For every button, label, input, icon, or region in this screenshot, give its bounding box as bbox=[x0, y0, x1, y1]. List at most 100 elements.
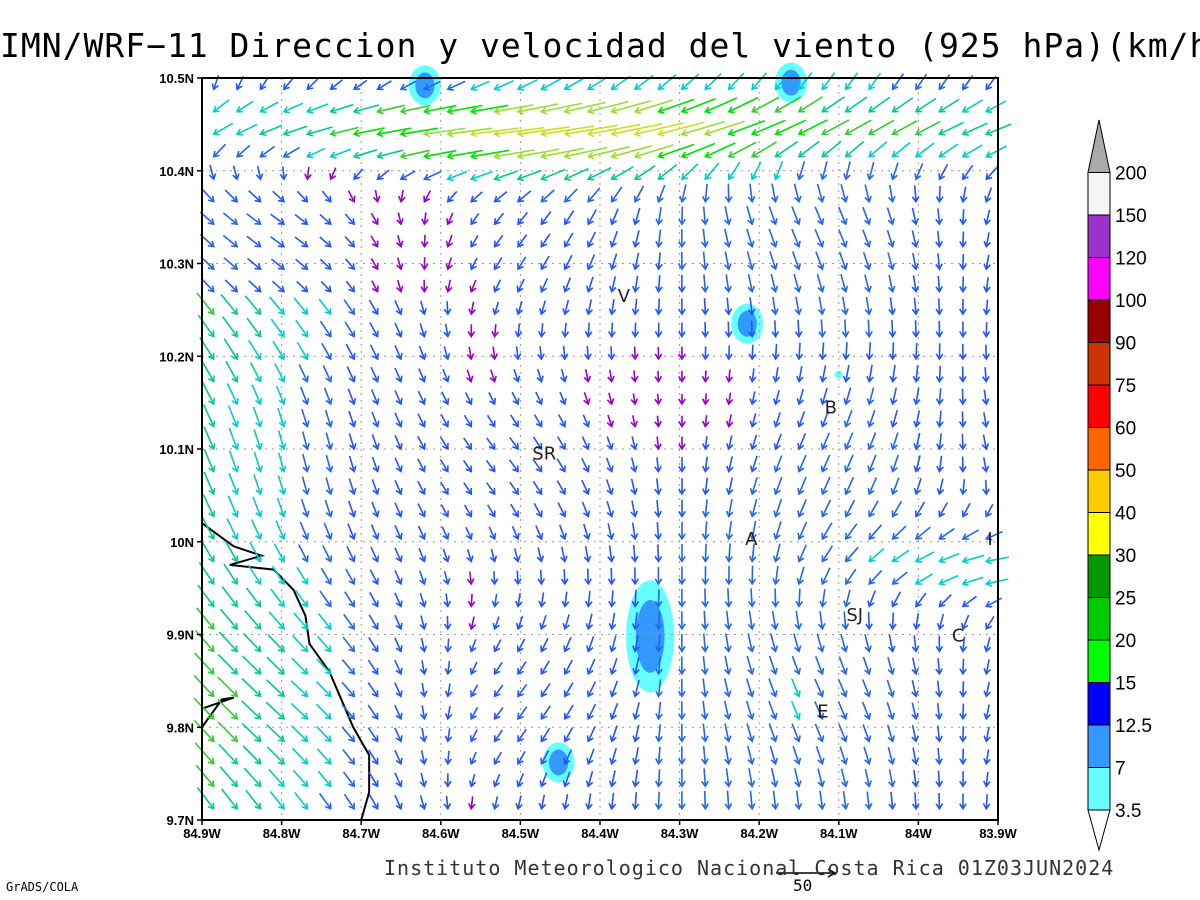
wind-vector bbox=[982, 367, 990, 384]
wind-vector bbox=[417, 390, 426, 406]
wind-vector bbox=[984, 100, 1007, 113]
wind-vector bbox=[609, 725, 618, 743]
wind-vector bbox=[344, 213, 356, 226]
wind-vector bbox=[844, 119, 872, 136]
colorbar-bottom-arrow bbox=[1087, 809, 1111, 852]
wind-vector bbox=[749, 434, 758, 451]
wind-vector bbox=[773, 161, 784, 181]
wind-vector bbox=[468, 301, 476, 316]
wind-vector bbox=[246, 213, 262, 226]
wind-vector bbox=[492, 773, 501, 788]
wind-vector bbox=[866, 387, 875, 406]
wind-vector bbox=[399, 127, 439, 138]
wind-vector bbox=[270, 258, 286, 271]
wind-vector bbox=[193, 719, 215, 743]
wind-vector bbox=[935, 298, 944, 316]
wind-vector bbox=[493, 170, 518, 182]
wind-vector bbox=[306, 78, 319, 91]
wind-vector bbox=[517, 234, 528, 248]
wind-vector bbox=[322, 545, 333, 563]
wind-vector bbox=[914, 120, 941, 136]
wind-vector bbox=[509, 481, 519, 496]
wind-vector bbox=[558, 524, 567, 541]
wind-vector bbox=[655, 701, 663, 721]
wind-vector bbox=[654, 522, 663, 541]
wind-vector bbox=[915, 592, 927, 608]
wind-vector bbox=[844, 499, 856, 518]
wind-vector bbox=[346, 366, 356, 383]
wind-vector bbox=[305, 103, 329, 114]
wind-vector bbox=[773, 433, 782, 451]
wind-vector bbox=[463, 437, 473, 451]
wind-vector bbox=[367, 704, 379, 721]
wind-vector bbox=[727, 72, 745, 91]
wind-vector bbox=[747, 745, 755, 766]
wind-vector bbox=[657, 74, 677, 91]
wind-vector bbox=[983, 704, 992, 721]
wind-vector bbox=[961, 576, 984, 587]
wind-vector bbox=[493, 190, 508, 203]
wind-vector bbox=[241, 722, 262, 743]
wind-vector bbox=[797, 544, 808, 563]
wind-vector bbox=[609, 276, 617, 294]
wind-vector bbox=[488, 526, 497, 541]
wind-vector bbox=[958, 343, 967, 361]
wind-vector bbox=[842, 364, 851, 384]
wind-vector bbox=[935, 635, 944, 653]
wind-vector bbox=[301, 408, 310, 428]
wind-vector bbox=[267, 633, 285, 653]
latitude-ticks: 10.5N 10.4N 10.3N 10.2N 10.1N 10N 9.9N 9.8N 9.7N bbox=[159, 71, 202, 828]
wind-vector bbox=[282, 102, 304, 114]
wind-vector bbox=[346, 545, 356, 563]
wind-vector bbox=[341, 704, 356, 720]
wind-vector bbox=[563, 77, 585, 91]
wind-vector bbox=[791, 206, 801, 226]
wind-vector bbox=[423, 170, 442, 181]
wind-vector bbox=[790, 700, 801, 721]
wind-vector bbox=[938, 143, 959, 158]
wind-vector bbox=[226, 383, 239, 406]
wind-vector bbox=[563, 704, 574, 721]
wind-vector bbox=[724, 206, 732, 226]
wind-vector bbox=[725, 345, 733, 361]
x-tick-label: 84.7W bbox=[342, 826, 380, 841]
wind-vector bbox=[563, 101, 606, 115]
wind-vector bbox=[797, 96, 823, 113]
wind-vector bbox=[279, 166, 288, 181]
wind-vector bbox=[657, 121, 705, 137]
wind-vector bbox=[419, 323, 427, 338]
wind-vector bbox=[678, 251, 686, 271]
wind-vector bbox=[841, 791, 850, 811]
wind-vector bbox=[725, 435, 734, 451]
wind-vector bbox=[418, 570, 427, 586]
wind-vector bbox=[723, 678, 732, 698]
wind-vector bbox=[467, 593, 476, 608]
wind-vector bbox=[935, 230, 943, 249]
wind-vector bbox=[446, 80, 466, 91]
wind-vector bbox=[654, 436, 662, 451]
wind-vector bbox=[862, 229, 872, 249]
wind-vector bbox=[961, 614, 970, 631]
wind-vector bbox=[747, 273, 756, 294]
wind-vector bbox=[342, 771, 356, 788]
wind-vector bbox=[844, 568, 857, 586]
wind-vector bbox=[654, 769, 663, 788]
wind-vector bbox=[320, 280, 332, 293]
wind-vector bbox=[862, 251, 872, 271]
wind-vector bbox=[747, 790, 756, 811]
wind-vector bbox=[654, 478, 662, 496]
wind-vector bbox=[493, 639, 502, 653]
wind-vector bbox=[369, 322, 379, 338]
wind-vector bbox=[725, 414, 734, 428]
wind-vector bbox=[511, 391, 520, 406]
wind-vector bbox=[678, 393, 686, 406]
wind-vector bbox=[347, 388, 357, 406]
place-label-b: B bbox=[825, 397, 837, 418]
wind-vector bbox=[371, 434, 380, 451]
wind-vector bbox=[770, 273, 779, 294]
wind-vector bbox=[797, 454, 807, 473]
colorbar-swatch bbox=[1087, 469, 1111, 513]
wind-vector bbox=[701, 393, 710, 406]
wind-vector bbox=[394, 367, 403, 383]
wind-vector bbox=[221, 788, 239, 810]
